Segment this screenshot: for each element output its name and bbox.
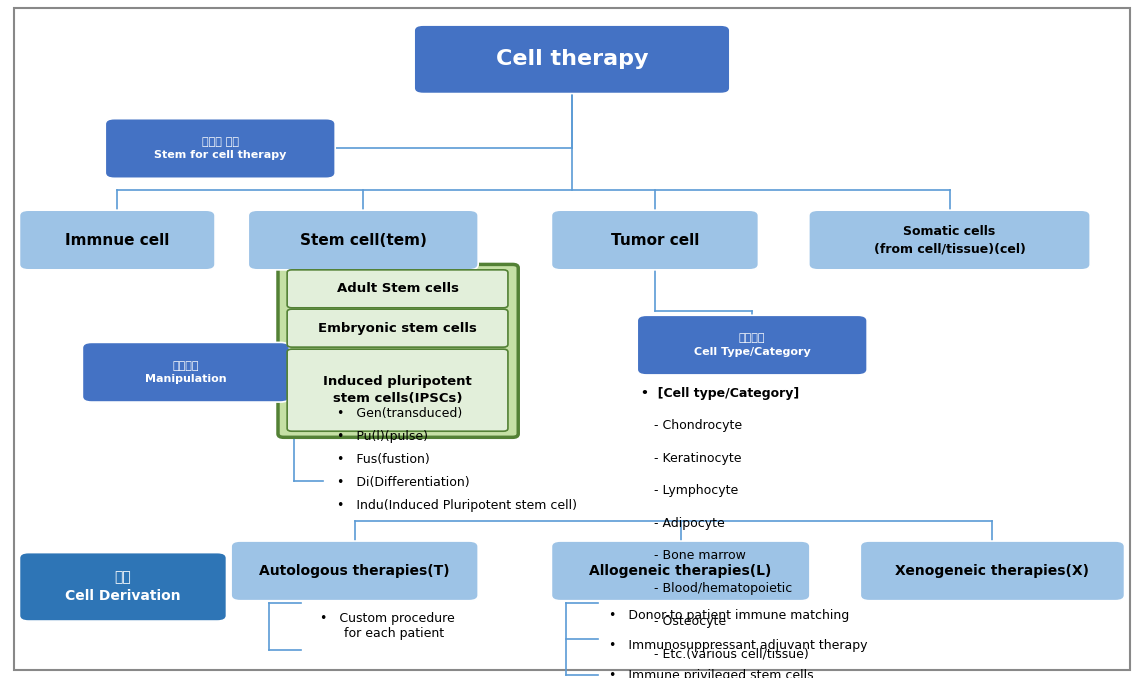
FancyBboxPatch shape (278, 264, 518, 437)
FancyBboxPatch shape (809, 210, 1090, 270)
Text: - Bone marrow: - Bone marrow (654, 549, 746, 563)
Text: Embryonic stem cells: Embryonic stem cells (318, 321, 477, 335)
Text: •   Gen(transduced): • Gen(transduced) (337, 407, 462, 420)
Text: •   Di(Differentiation): • Di(Differentiation) (337, 476, 470, 490)
Text: •   Donor-to patient immune matching: • Donor-to patient immune matching (609, 609, 849, 622)
Text: •   Fus(fustion): • Fus(fustion) (337, 453, 430, 466)
Text: - Chondrocyte: - Chondrocyte (654, 419, 742, 433)
FancyBboxPatch shape (414, 25, 730, 94)
Text: Induced pluripotent
stem cells(IPSCs): Induced pluripotent stem cells(IPSCs) (323, 375, 472, 405)
FancyBboxPatch shape (19, 553, 227, 621)
FancyBboxPatch shape (637, 315, 867, 375)
Text: Allogeneic therapies(L): Allogeneic therapies(L) (589, 564, 772, 578)
Text: Adult Stem cells: Adult Stem cells (336, 282, 459, 296)
FancyBboxPatch shape (551, 541, 810, 601)
Text: •   Indu(Induced Pluripotent stem cell): • Indu(Induced Pluripotent stem cell) (337, 499, 578, 513)
FancyBboxPatch shape (287, 270, 508, 308)
Text: - Adipocyte: - Adipocyte (654, 517, 725, 530)
FancyBboxPatch shape (19, 210, 215, 270)
FancyBboxPatch shape (14, 8, 1130, 670)
FancyBboxPatch shape (82, 342, 289, 402)
Text: •   Immune privileged stem cells: • Immune privileged stem cells (609, 669, 813, 678)
FancyBboxPatch shape (248, 210, 478, 270)
FancyBboxPatch shape (287, 309, 508, 347)
Text: - Keratinocyte: - Keratinocyte (654, 452, 741, 465)
Text: - Lymphocyte: - Lymphocyte (654, 484, 739, 498)
Text: Immnue cell: Immnue cell (65, 233, 169, 247)
Text: 세포의 종류
Stem for cell therapy: 세포의 종류 Stem for cell therapy (154, 137, 286, 160)
Text: •   Immunosuppressant adjuvant therapy: • Immunosuppressant adjuvant therapy (609, 639, 867, 652)
Text: - Etc.(various cell/tissue): - Etc.(various cell/tissue) (654, 647, 809, 660)
Text: Tumor cell: Tumor cell (611, 233, 699, 247)
Text: 기원
Cell Derivation: 기원 Cell Derivation (65, 571, 181, 603)
Text: Somatic cells
(from cell/tissue)(cel): Somatic cells (from cell/tissue)(cel) (874, 225, 1025, 255)
Text: •  [Cell type/Category]: • [Cell type/Category] (641, 386, 799, 400)
FancyBboxPatch shape (105, 119, 335, 178)
FancyBboxPatch shape (287, 349, 508, 431)
Text: Xenogeneic therapies(X): Xenogeneic therapies(X) (896, 564, 1089, 578)
Text: Stem cell(tem): Stem cell(tem) (300, 233, 427, 247)
FancyBboxPatch shape (231, 541, 478, 601)
Text: Autologous therapies(T): Autologous therapies(T) (260, 564, 450, 578)
FancyBboxPatch shape (551, 210, 758, 270)
Text: 유래조직
Cell Type/Category: 유래조직 Cell Type/Category (693, 334, 811, 357)
Text: Cell therapy: Cell therapy (495, 49, 649, 69)
Text: •   Custom procedure
      for each patient: • Custom procedure for each patient (320, 612, 455, 641)
Text: - Osteocyte: - Osteocyte (654, 614, 726, 628)
FancyBboxPatch shape (860, 541, 1125, 601)
Text: 조작기술
Manipulation: 조작기술 Manipulation (145, 361, 227, 384)
Text: - Blood/hematopoietic: - Blood/hematopoietic (654, 582, 793, 595)
Text: •   Pu(l)(pulse): • Pu(l)(pulse) (337, 430, 429, 443)
